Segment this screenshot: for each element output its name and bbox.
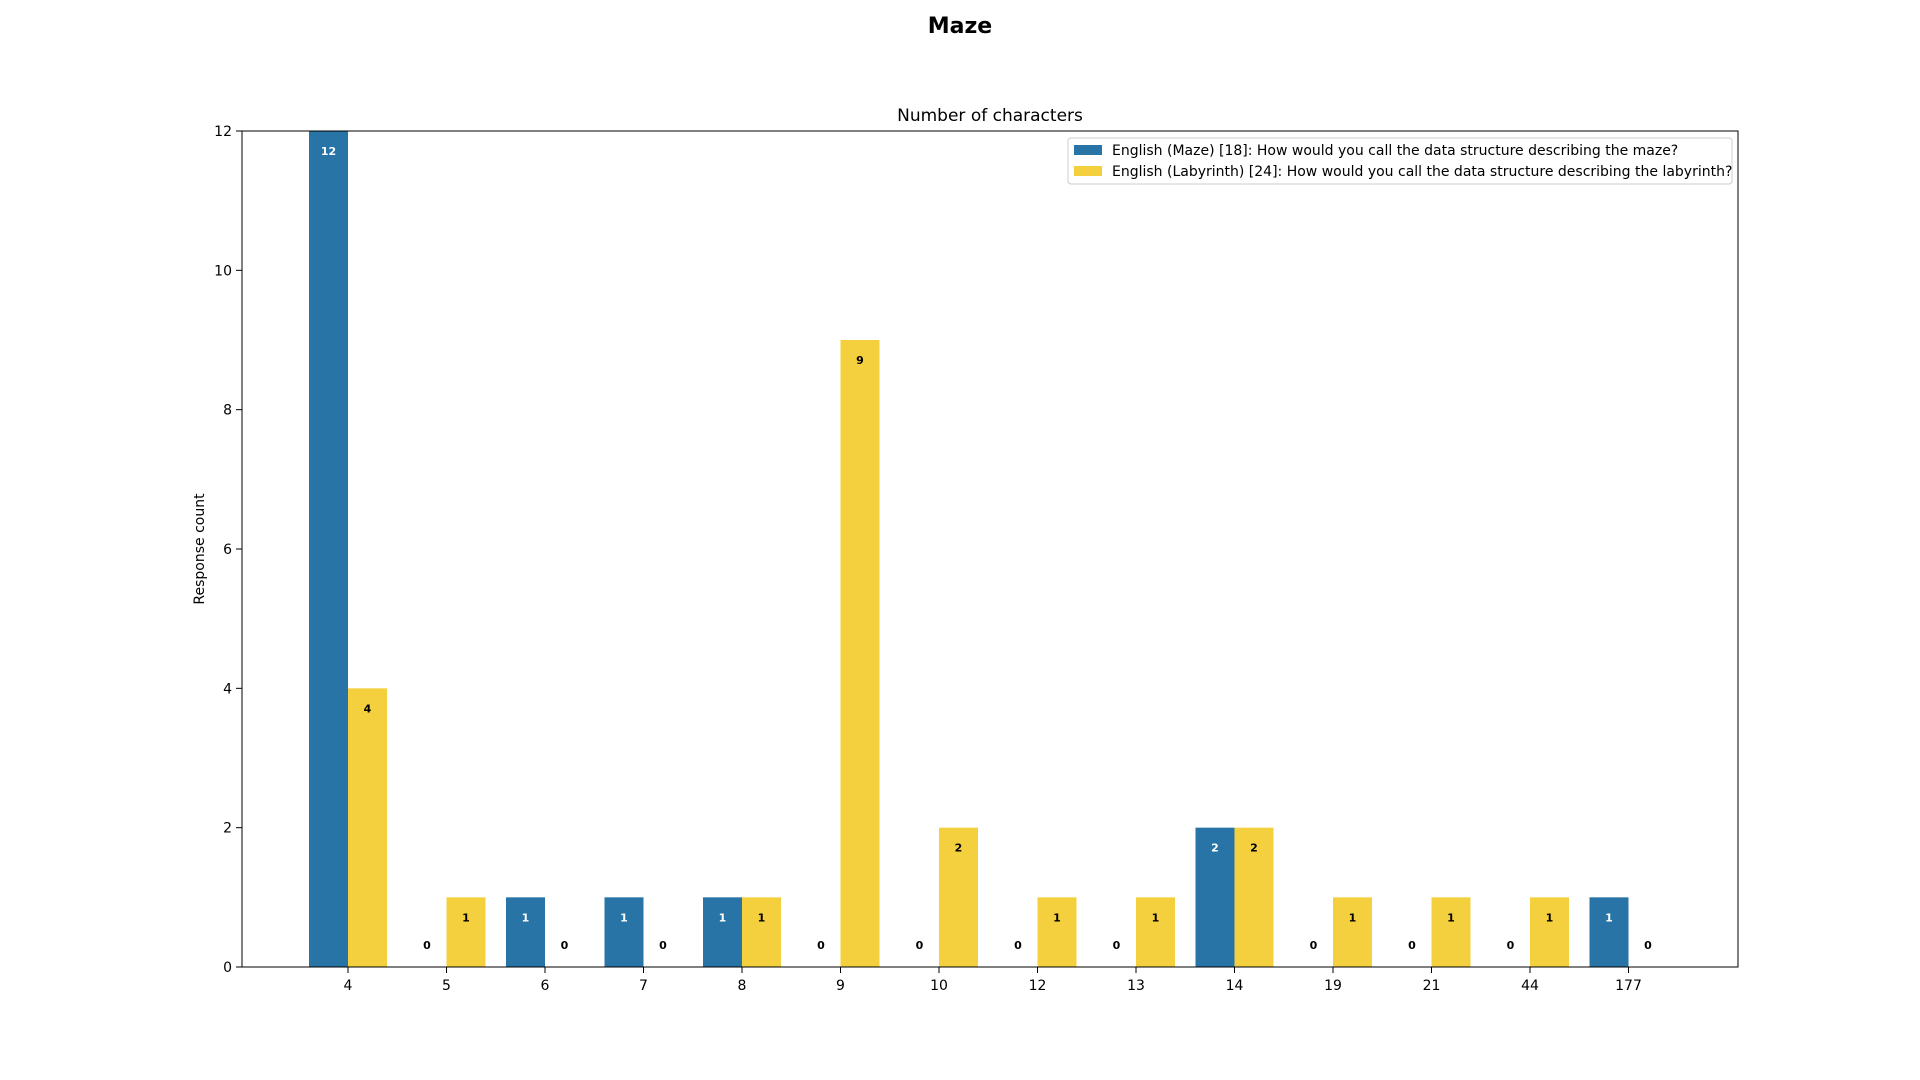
bar-label-s0-5: 0 [423, 939, 431, 952]
x-tick-label-6: 6 [541, 978, 550, 994]
bar-label-s0-13: 0 [1113, 939, 1121, 952]
bar-s0-4 [309, 131, 348, 967]
x-axis: 4 5 6 7 8 9 10 12 13 14 19 21 44 177 [344, 967, 1642, 994]
bar-label-s0-44: 0 [1507, 939, 1515, 952]
bar-label-s0-177: 1 [1605, 911, 1613, 924]
bar-label-s1-6: 0 [561, 939, 569, 952]
bar-s0-8 [703, 897, 742, 967]
x-tick-label-12: 12 [1029, 978, 1047, 994]
bar-label-s1-5: 1 [462, 911, 470, 924]
x-tick-label-8: 8 [738, 978, 747, 994]
bar-s0-6 [506, 897, 545, 967]
legend: English (Maze) [18]: How would you call … [1067, 137, 1733, 185]
bar-label-s0-7: 1 [620, 911, 628, 924]
bar-label-s1-9: 9 [856, 354, 864, 367]
bar-label-s1-12: 1 [1053, 911, 1061, 924]
x-tick-label-177: 177 [1615, 978, 1642, 994]
x-tick-label-7: 7 [639, 978, 648, 994]
bar-label-s0-14: 2 [1211, 842, 1219, 855]
bar-s0-7 [604, 897, 644, 967]
bar-s1-44 [1530, 897, 1569, 967]
legend-swatch-labyrinth [1074, 166, 1102, 176]
bar-label-s1-4: 4 [364, 702, 372, 715]
bar-s1-10 [939, 827, 978, 967]
bar-label-s1-8: 1 [758, 911, 766, 924]
bar-label-s1-177: 0 [1644, 939, 1652, 952]
bar-label-s1-44: 1 [1546, 911, 1554, 924]
bar-s1-14 [1234, 827, 1274, 967]
x-tick-label-5: 5 [442, 978, 451, 994]
legend-entry-labyrinth: English (Labyrinth) [24]: How would you … [1112, 164, 1732, 180]
y-tick-label-12: 12 [214, 124, 232, 140]
bar-s1-4 [348, 688, 387, 967]
bar-label-s0-10: 0 [916, 939, 924, 952]
y-tick-label-2: 2 [223, 821, 232, 837]
bar-label-s0-6: 1 [522, 911, 530, 924]
y-tick-label-6: 6 [223, 542, 232, 558]
x-tick-label-13: 13 [1127, 978, 1145, 994]
bar-s1-5 [446, 897, 486, 967]
bar-label-s1-19: 1 [1349, 911, 1357, 924]
bar-label-s0-19: 0 [1310, 939, 1318, 952]
bar-label-s0-9: 0 [817, 939, 825, 952]
y-tick-label-10: 10 [214, 263, 232, 279]
legend-box [1067, 137, 1733, 185]
bar-s1-12 [1037, 897, 1077, 967]
bars-group [309, 131, 1629, 967]
bar-label-s1-13: 1 [1152, 911, 1160, 924]
bar-label-s0-21: 0 [1408, 939, 1416, 952]
y-tick-label-0: 0 [223, 960, 232, 976]
x-tick-label-19: 19 [1324, 978, 1342, 994]
legend-entry-maze: English (Maze) [18]: How would you call … [1112, 143, 1678, 159]
bar-label-s1-7: 0 [659, 939, 667, 952]
bar-label-s1-14: 2 [1250, 842, 1258, 855]
bar-s0-177 [1589, 897, 1629, 967]
bar-label-s0-4: 12 [321, 145, 336, 158]
legend-swatch-maze [1074, 145, 1102, 155]
bar-label-s0-8: 1 [719, 911, 727, 924]
x-tick-label-44: 44 [1521, 978, 1539, 994]
bar-s1-21 [1431, 897, 1471, 967]
bar-label-s1-10: 2 [955, 842, 963, 855]
chart-title: Number of characters [897, 106, 1083, 126]
plot-frame [241, 130, 1739, 968]
figure-title: Maze [927, 14, 993, 39]
bar-s0-14 [1195, 827, 1235, 967]
x-tick-label-10: 10 [930, 978, 948, 994]
x-tick-label-9: 9 [836, 978, 845, 994]
y-axis: 0 2 4 6 8 10 12 [214, 124, 242, 976]
bar-label-s1-21: 1 [1447, 911, 1455, 924]
x-tick-label-14: 14 [1226, 978, 1244, 994]
y-tick-label-8: 8 [223, 403, 232, 419]
bar-s1-19 [1333, 897, 1372, 967]
x-tick-label-4: 4 [344, 978, 353, 994]
bar-s1-8 [742, 897, 781, 967]
bar-label-s0-12: 0 [1014, 939, 1022, 952]
y-axis-label: Response count [192, 493, 208, 605]
bar-s1-9 [840, 340, 880, 967]
x-tick-label-21: 21 [1423, 978, 1441, 994]
bar-s1-13 [1136, 897, 1175, 967]
y-tick-label-4: 4 [223, 681, 232, 697]
